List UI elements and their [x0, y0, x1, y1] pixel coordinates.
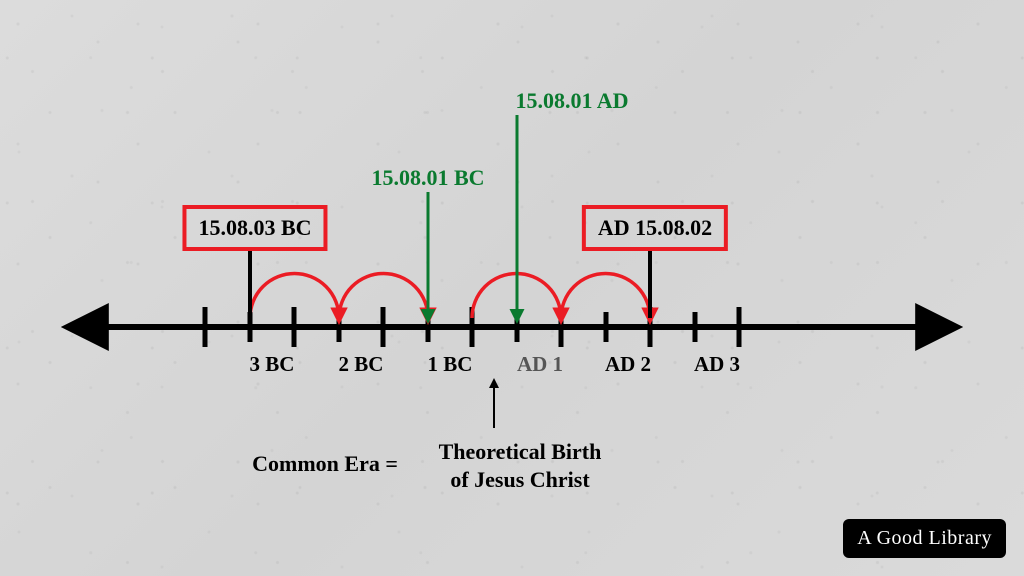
axis-label-2bc: 2 BC	[339, 352, 384, 377]
boxed-date-left: 15.08.03 BC	[182, 205, 327, 251]
caption-theoretical-birth: Theoretical Birth of Jesus Christ	[439, 438, 602, 493]
logo-badge: A Good Library	[843, 519, 1006, 558]
green-label-ad: 15.08.01 AD	[515, 88, 628, 114]
green-label-bc: 15.08.01 BC	[371, 165, 484, 191]
axis-label-3bc: 3 BC	[250, 352, 295, 377]
boxed-date-right: AD 15.08.02	[582, 205, 728, 251]
axis-label-1bc: 1 BC	[428, 352, 473, 377]
boxed-date-stems	[250, 250, 650, 318]
caption-line2: of Jesus Christ	[450, 467, 589, 492]
diagram-canvas: 3 BC 2 BC 1 BC AD 1 AD 2 AD 3 15.08.01 B…	[0, 0, 1024, 576]
caption-common-era: Common Era =	[252, 450, 398, 478]
axis-label-ad3: AD 3	[694, 352, 740, 377]
axis-label-ad2: AD 2	[605, 352, 651, 377]
red-arcs	[250, 274, 650, 319]
axis-label-ad1: AD 1	[517, 352, 563, 377]
green-markers	[428, 115, 517, 318]
caption-line1: Theoretical Birth	[439, 439, 602, 464]
